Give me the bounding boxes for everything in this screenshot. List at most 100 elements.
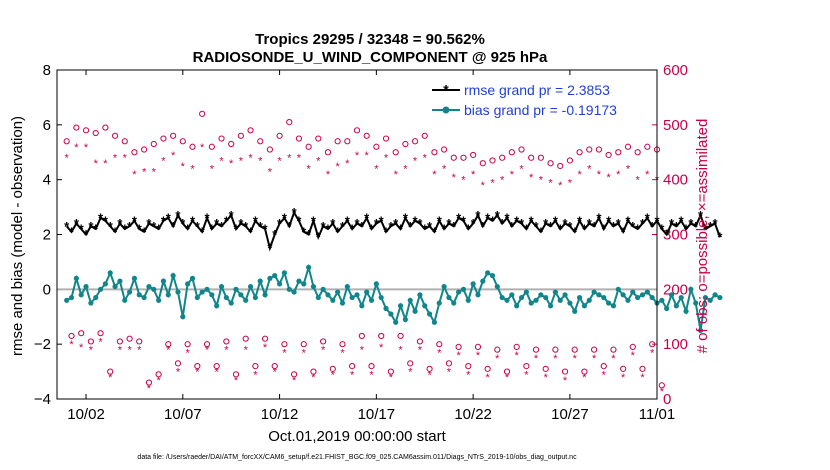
possible-obs-marker bbox=[658, 382, 665, 389]
bias-point bbox=[252, 294, 258, 301]
rmse-point: * bbox=[175, 208, 181, 223]
assimilated-obs-marker: * bbox=[544, 372, 549, 384]
bias-point bbox=[238, 292, 244, 298]
assimilated-obs-marker: * bbox=[123, 153, 128, 165]
possible-obs-marker bbox=[416, 338, 424, 345]
assimilated-obs-marker: * bbox=[539, 175, 544, 187]
rmse-point: * bbox=[717, 230, 723, 245]
rmse-point: * bbox=[393, 216, 399, 231]
bias-point bbox=[359, 303, 365, 309]
possible-obs-marker bbox=[620, 365, 627, 372]
rmse-point: * bbox=[601, 222, 607, 237]
assimilated-obs-marker: * bbox=[302, 347, 307, 359]
possible-obs-marker bbox=[387, 368, 394, 375]
bias-point bbox=[335, 289, 341, 295]
possible-obs-marker bbox=[373, 143, 380, 150]
rmse-point: * bbox=[325, 222, 331, 237]
bias-point bbox=[683, 308, 689, 314]
assimilated-obs-marker: * bbox=[89, 345, 94, 357]
possible-obs-marker bbox=[111, 132, 119, 139]
bias-point bbox=[538, 292, 544, 298]
assimilated-obs-marker: * bbox=[471, 169, 476, 181]
rmse-point: * bbox=[713, 216, 719, 231]
bias-point bbox=[194, 294, 200, 301]
bias-point bbox=[630, 289, 636, 295]
rmse-point: * bbox=[296, 213, 302, 228]
possible-obs-marker bbox=[615, 149, 622, 156]
possible-obs-marker bbox=[199, 110, 206, 117]
possible-obs-marker bbox=[460, 154, 467, 161]
assimilated-obs-marker: * bbox=[437, 347, 442, 359]
bias-point bbox=[102, 281, 108, 287]
observation-count-markers: * * * * * * * * * * * * * * * * * * * * * * * * * * * * * * * * * * * * * * * *… bbox=[63, 110, 665, 398]
assimilated-obs-marker: * bbox=[573, 353, 578, 365]
assimilated-obs-marker: * bbox=[486, 372, 491, 384]
bias-point bbox=[615, 286, 621, 292]
bias-point bbox=[160, 278, 167, 284]
possible-obs-marker bbox=[174, 360, 182, 367]
bias-point bbox=[262, 292, 268, 298]
assimilated-obs-marker: * bbox=[389, 372, 394, 384]
bias-point bbox=[257, 278, 263, 284]
bias-point bbox=[606, 300, 612, 306]
rmse-point: * bbox=[200, 224, 206, 239]
rmse-point: * bbox=[606, 213, 612, 228]
assimilated-obs-marker: * bbox=[602, 369, 607, 381]
assimilated-obs-marker: * bbox=[466, 369, 471, 381]
bias-point bbox=[296, 278, 302, 284]
possible-obs-marker bbox=[571, 346, 578, 353]
right-y-tick-label: 400 bbox=[663, 172, 688, 189]
bias-point bbox=[480, 278, 486, 284]
assimilated-obs-marker: * bbox=[548, 177, 553, 189]
rmse-point: * bbox=[509, 219, 515, 234]
possible-obs-marker bbox=[73, 124, 80, 131]
rmse-point: * bbox=[151, 219, 157, 234]
rmse-point: * bbox=[248, 224, 254, 239]
bias-point bbox=[180, 314, 186, 320]
assimilated-obs-marker: * bbox=[195, 367, 200, 379]
possible-obs-marker bbox=[586, 146, 593, 153]
y-tick-label: 6 bbox=[43, 117, 51, 134]
possible-obs-marker bbox=[634, 149, 641, 156]
rmse-point: * bbox=[480, 219, 486, 234]
possible-obs-marker bbox=[610, 346, 617, 353]
possible-obs-marker bbox=[581, 368, 588, 375]
assimilated-obs-marker: * bbox=[258, 155, 263, 167]
bias-point bbox=[112, 283, 118, 290]
series-lines: * ** * ** ** * * ** * * ** ** * ** **** ** * *** * * * ** * * **… bbox=[64, 205, 723, 334]
assimilated-obs-marker: * bbox=[127, 345, 132, 357]
bias-point bbox=[199, 289, 205, 295]
bias-point bbox=[73, 275, 79, 281]
possible-obs-marker bbox=[378, 332, 385, 340]
assimilated-obs-marker: * bbox=[336, 161, 341, 173]
assimilated-obs-marker: * bbox=[118, 345, 123, 357]
bias-point bbox=[596, 292, 602, 298]
assimilated-obs-marker: * bbox=[553, 353, 558, 365]
possible-obs-marker bbox=[605, 151, 612, 159]
possible-obs-marker bbox=[503, 368, 511, 375]
assimilated-obs-marker: * bbox=[166, 345, 171, 357]
bias-point bbox=[228, 300, 234, 306]
assimilated-obs-marker: * bbox=[587, 164, 592, 176]
assimilated-obs-marker: * bbox=[403, 164, 408, 176]
assimilated-obs-marker: * bbox=[273, 367, 278, 379]
bias-point bbox=[310, 283, 317, 290]
bias-point bbox=[78, 292, 84, 298]
bias-point bbox=[368, 297, 375, 303]
bias-point bbox=[204, 286, 210, 292]
rmse-point: * bbox=[538, 224, 544, 239]
rmse-point: * bbox=[292, 205, 298, 220]
bias-point bbox=[456, 289, 462, 295]
rmse-point: * bbox=[669, 216, 675, 231]
assimilated-obs-marker: * bbox=[427, 369, 432, 381]
bias-point bbox=[281, 270, 288, 276]
bias-point bbox=[88, 300, 94, 306]
bias-point bbox=[306, 264, 312, 270]
rmse-point: * bbox=[69, 224, 75, 239]
assimilated-obs-marker: * bbox=[350, 369, 355, 381]
possible-obs-marker bbox=[160, 135, 167, 142]
bias-point bbox=[247, 283, 254, 290]
assimilated-obs-marker: * bbox=[190, 164, 195, 176]
assimilated-obs-marker: * bbox=[69, 339, 74, 351]
x-tick-label: 10/22 bbox=[454, 406, 492, 423]
